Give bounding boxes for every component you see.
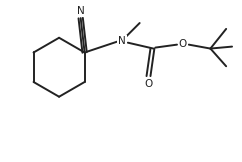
Text: N: N — [118, 36, 126, 46]
Text: O: O — [144, 79, 153, 89]
Text: N: N — [77, 6, 84, 16]
Text: O: O — [179, 39, 187, 49]
